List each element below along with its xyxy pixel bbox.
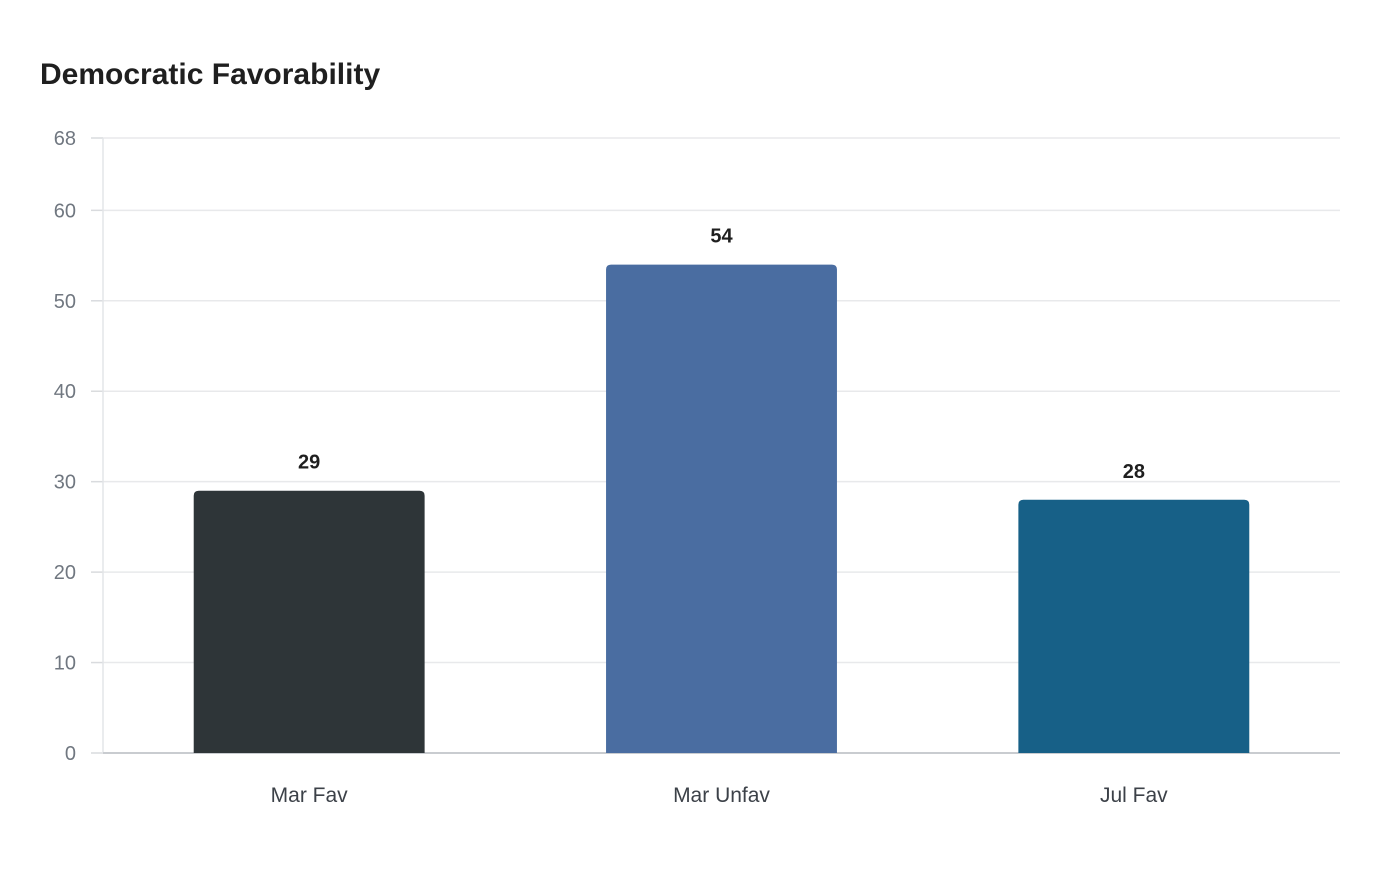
bar [1018, 499, 1250, 753]
labels: 0 10 20 30 40 50 60 68 29 Mar Fav 54 Mar Unfav 28 Jul… [54, 128, 1168, 807]
bar-value-label: 28 [1123, 461, 1145, 483]
y-tick-label: 0 [65, 743, 76, 765]
bar-value-label: 29 [298, 452, 320, 474]
bar-value-label: 54 [710, 226, 733, 248]
bar [606, 264, 837, 753]
y-tick-label: 40 [54, 381, 76, 403]
y-tick-label: 68 [54, 128, 76, 150]
y-tick-label: 50 [54, 291, 76, 313]
x-category-label: Jul Fav [1100, 784, 1168, 807]
chart-title: Democratic Favorability [40, 58, 381, 91]
bars [193, 264, 1250, 753]
x-category-label: Mar Fav [271, 784, 349, 807]
y-tick-label: 60 [54, 200, 76, 222]
bar [193, 490, 425, 753]
x-category-label: Mar Unfav [673, 784, 770, 807]
y-tick-label: 20 [54, 562, 76, 584]
y-tick-label: 30 [54, 472, 76, 494]
y-tick-label: 10 [54, 653, 76, 675]
